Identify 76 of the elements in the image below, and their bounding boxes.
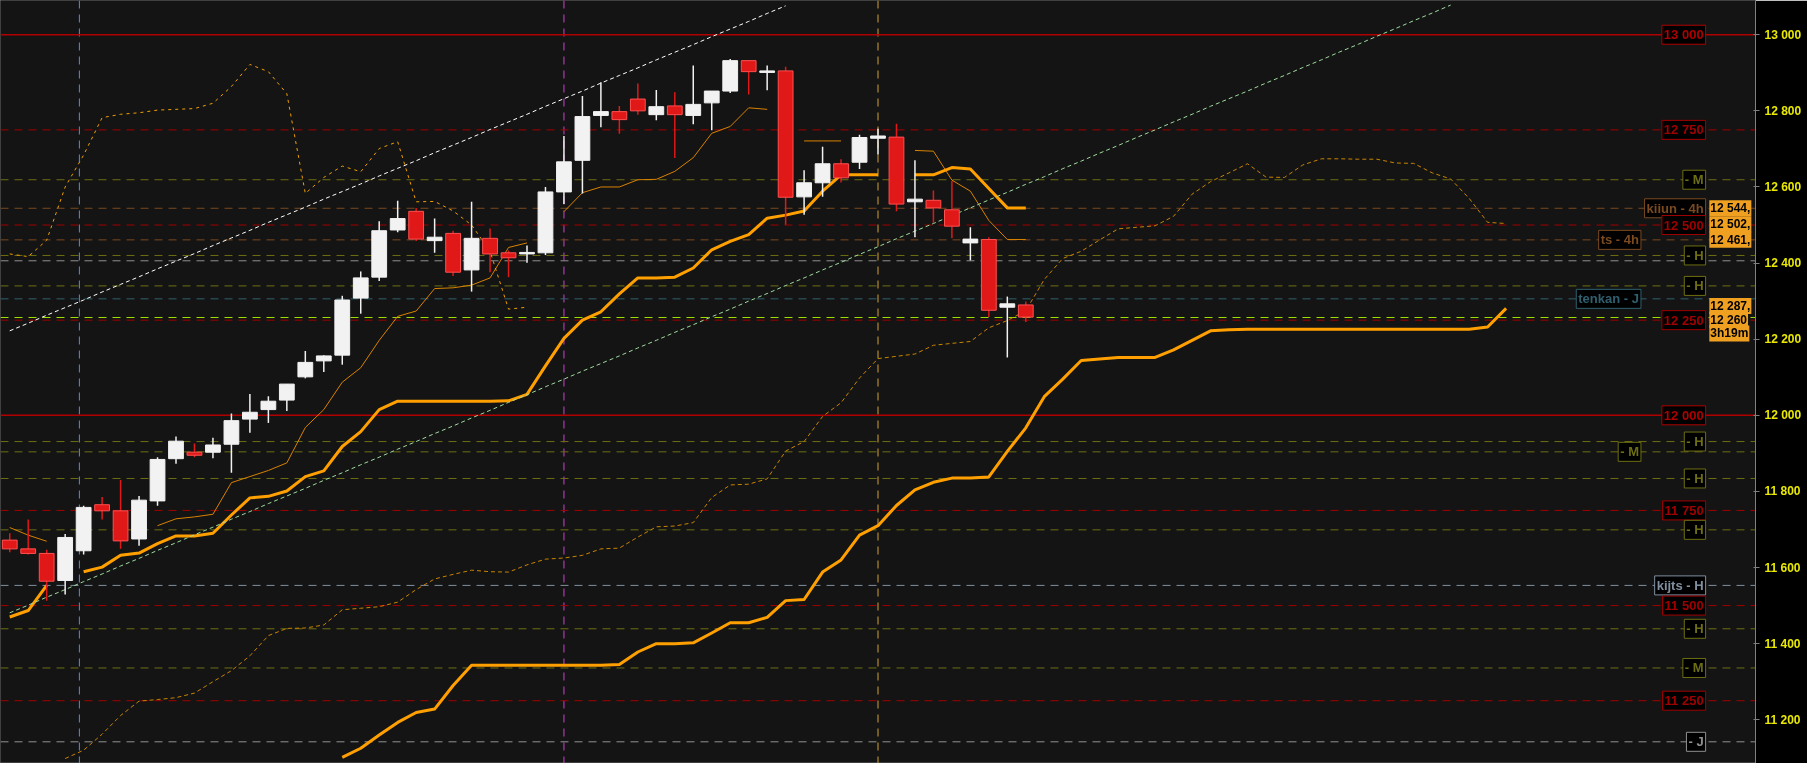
ref-line-label: - H <box>1686 621 1704 637</box>
ref-line-label: kijts - H <box>1656 577 1704 593</box>
candlestick <box>242 393 258 434</box>
candlestick <box>814 145 831 198</box>
ref-line-label: 12 250 <box>1663 312 1704 328</box>
candlestick <box>833 158 849 184</box>
candlestick <box>1017 300 1034 323</box>
candlestick <box>20 518 37 556</box>
candlestick <box>685 64 702 125</box>
candlestick <box>426 217 443 254</box>
y-tick-label: 12 400 <box>1764 256 1802 271</box>
y-tick-label: 12 200 <box>1764 332 1802 347</box>
candlestick <box>648 89 665 122</box>
ref-line-label: 12 000 <box>1663 407 1704 423</box>
annotation: 12 502, <box>1710 217 1751 232</box>
y-tick-label: 12 600 <box>1764 179 1802 194</box>
ref-line-label: - H <box>1686 434 1704 450</box>
annotation: 3h19m <box>1710 326 1749 341</box>
candlestick <box>482 227 498 273</box>
y-tick-label: 11 400 <box>1764 636 1801 651</box>
candlestick <box>796 169 812 216</box>
candlestick <box>666 91 683 159</box>
annotation: 12 461, <box>1710 232 1751 247</box>
ref-line-label: 12 500 <box>1663 217 1704 233</box>
y-tick-label: 11 800 <box>1764 484 1801 499</box>
candlestick <box>352 270 369 315</box>
y-tick-label: 11 600 <box>1764 560 1801 575</box>
ref-line-label: - M <box>1620 444 1639 460</box>
ref-line-label: kiiun - 4h <box>1646 200 1704 216</box>
ref-line-label: 11 750 <box>1664 502 1704 518</box>
ref-line-label: - H <box>1686 278 1704 294</box>
candlestick <box>297 350 314 380</box>
ref-line-label: 11 500 <box>1664 598 1704 614</box>
ref-line-label: - H <box>1686 522 1704 538</box>
candlestick <box>168 435 184 465</box>
candlestick <box>703 90 720 132</box>
ref-line-label: tenkan - J <box>1578 291 1639 307</box>
candlestick <box>223 412 240 474</box>
candlestick <box>278 383 295 412</box>
annotation: 12 287, <box>1710 299 1751 314</box>
candlestick <box>999 295 1016 359</box>
candlestick <box>870 127 886 156</box>
ref-line-label: - J <box>1688 734 1704 750</box>
candlestick <box>260 395 277 424</box>
candlestick <box>593 81 609 128</box>
y-tick-label: 12 800 <box>1764 103 1802 118</box>
annotation: 12 260 <box>1710 312 1748 327</box>
y-tick-label: 13 000 <box>1764 27 1802 42</box>
candlestick <box>962 226 979 262</box>
ref-line-label: 13 000 <box>1663 27 1704 43</box>
candlestick <box>1 532 18 554</box>
ref-line-label: - H <box>1686 247 1704 263</box>
candlestick <box>925 189 942 224</box>
ref-line-label: ts - 4h <box>1600 232 1640 248</box>
ref-line-label: - H <box>1686 470 1704 486</box>
candlestick <box>740 59 757 96</box>
ref-line-label: 12 750 <box>1663 122 1704 138</box>
candlestick <box>205 437 221 460</box>
y-tick-label: 12 000 <box>1764 408 1802 423</box>
candlestick <box>629 82 646 116</box>
candlestick <box>389 199 406 233</box>
line-series <box>9 4 1452 614</box>
candlestick <box>519 244 535 264</box>
line-series <box>9 5 787 332</box>
candlestick <box>907 159 923 238</box>
candlestick <box>611 105 628 135</box>
candlestick <box>500 249 517 278</box>
candlestick <box>944 180 960 240</box>
annotation: 12 544, <box>1710 201 1751 216</box>
line-series <box>340 306 1508 759</box>
ref-line-label: 11 250 <box>1664 693 1704 709</box>
y-tick-label: 11 200 <box>1764 712 1801 727</box>
candlestick <box>759 64 776 92</box>
candlestick <box>94 496 110 521</box>
ref-line-label: - M <box>1684 660 1704 676</box>
ref-line-label: - M <box>1684 172 1704 188</box>
